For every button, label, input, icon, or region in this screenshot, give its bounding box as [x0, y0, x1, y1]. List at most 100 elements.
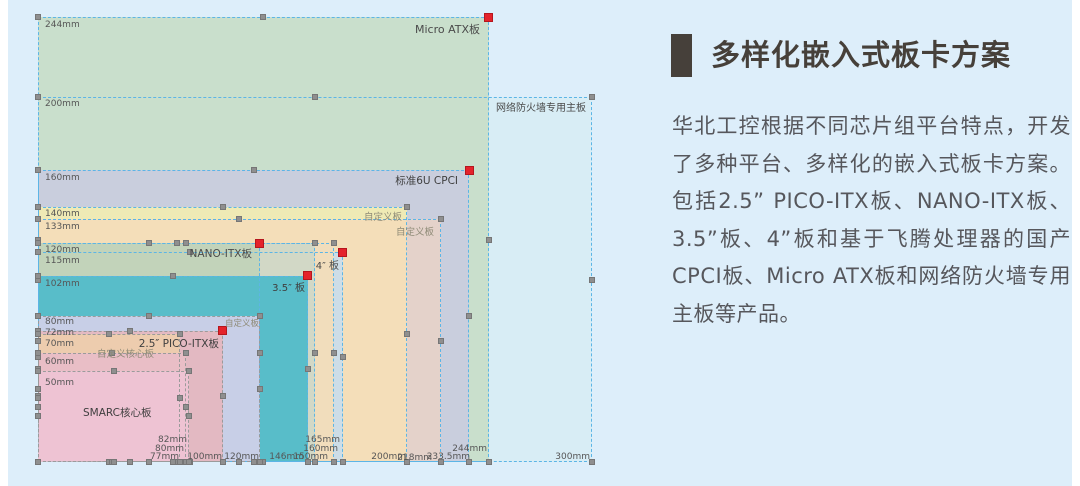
width-label: 77mm: [150, 452, 179, 462]
selection-handle: [35, 459, 41, 465]
selection-handle: [219, 393, 226, 400]
board-label-custom-board-218x133: 自定义板: [395, 227, 434, 238]
selection-handle: [589, 459, 596, 465]
selection-handle: [437, 459, 444, 465]
selection-handle: [250, 459, 257, 465]
selection-handle: [127, 459, 134, 465]
width-label: 160mm: [303, 444, 338, 454]
selection-handle: [145, 459, 152, 465]
selection-handle: [35, 216, 41, 223]
selection-handle: [35, 413, 41, 420]
selection-handle: [260, 14, 267, 21]
selection-handle: [312, 240, 319, 247]
height-label: 80mm: [45, 317, 74, 327]
selection-handle: [35, 404, 41, 411]
corner-handle-red: [338, 247, 348, 257]
selection-handle: [404, 459, 411, 465]
width-label: 244mm: [452, 444, 487, 454]
selection-handle: [35, 367, 41, 374]
width-label: 300mm: [555, 452, 590, 462]
selection-handle: [312, 459, 319, 465]
selection-handle: [236, 459, 243, 465]
selection-handle: [404, 203, 411, 210]
selection-handle: [466, 313, 473, 320]
width-label: 233.5mm: [426, 452, 470, 462]
selection-handle: [35, 167, 41, 174]
selection-handle: [177, 459, 184, 465]
selection-handle: [330, 349, 337, 356]
board-size-diagram: 网络防火墙专用主板 Micro ATX板 标准6U CPCI 自定义板 自定义板 4″ 板…: [35, 12, 596, 465]
selection-handle: [485, 459, 492, 465]
height-label: 60mm: [45, 357, 74, 367]
title-marker-bar: [671, 34, 692, 77]
selection-handle: [169, 459, 176, 465]
width-label: 82mm: [158, 435, 187, 445]
section-title: 多样化嵌入式板卡方案: [711, 38, 1012, 72]
selection-handle: [312, 349, 319, 356]
selection-handle: [404, 331, 411, 338]
height-label: 72mm: [45, 328, 74, 338]
selection-handle: [186, 459, 193, 465]
selection-handle: [304, 365, 311, 372]
selection-handle: [589, 276, 596, 283]
width-label: 120mm: [224, 452, 259, 462]
height-label: 244mm: [45, 20, 80, 30]
height-label: 200mm: [45, 99, 80, 109]
board-label-cpci-6u-board: 标准6U CPCI: [395, 175, 458, 187]
height-label: 133mm: [45, 222, 80, 232]
selection-handle: [219, 459, 226, 465]
selection-handle: [485, 236, 492, 243]
selection-handle: [35, 272, 41, 279]
selection-handle: [182, 404, 189, 411]
description-paragraph: 华北工控根据不同芯片组平台特点，开发了多种平台、多样化的嵌入式板卡方案。包括2.…: [672, 114, 1071, 326]
selection-handle: [437, 337, 444, 344]
width-label: 165mm: [305, 435, 340, 445]
height-label: 120mm: [45, 245, 80, 255]
height-label: 140mm: [45, 209, 80, 219]
selection-handle: [35, 395, 41, 402]
height-label: 70mm: [45, 339, 74, 349]
board-label-custom-board-120x80: 自定义板: [224, 319, 259, 329]
selection-handle: [339, 354, 346, 361]
height-label: 115mm: [45, 256, 80, 266]
selection-handle: [186, 367, 193, 374]
selection-handle: [35, 203, 41, 210]
selection-handle: [35, 94, 41, 101]
width-label: 218mm: [397, 453, 432, 463]
height-label: 160mm: [45, 173, 80, 183]
selection-handle: [256, 459, 263, 465]
selection-handle: [256, 349, 263, 356]
selection-handle: [35, 14, 41, 21]
selection-handle: [110, 367, 117, 374]
board-label-smarc-core-board: SMARC核心板: [83, 407, 152, 419]
board-label-board-3-5inch: 3.5″ 板: [272, 283, 305, 294]
height-label: 50mm: [45, 378, 74, 388]
selection-handle: [330, 459, 337, 465]
board-label-micro-atx-board: Micro ATX板: [414, 23, 480, 36]
width-label: 146mm: [269, 452, 304, 462]
title-row: 多样化嵌入式板卡方案: [671, 34, 1071, 77]
selection-handle: [589, 94, 596, 101]
corner-handle-red: [255, 238, 265, 248]
width-label: 200mm: [371, 452, 406, 462]
width-label: 150mm: [293, 452, 328, 462]
board-label-custom-core-board: 自定义核心板: [97, 349, 155, 360]
board-smarc-core-board: [38, 370, 190, 462]
corner-handle-red: [464, 165, 474, 175]
board-label-custom-board-200x140: 自定义板: [363, 212, 402, 223]
selection-handle: [186, 413, 193, 420]
selection-handle: [177, 395, 184, 402]
selection-handle: [437, 216, 444, 223]
board-label-pico-itx-board: 2.5″ PICO-ITX板: [138, 338, 219, 350]
board-label-board-4inch: 4″ 板: [315, 261, 339, 272]
selection-handle: [312, 94, 319, 101]
corner-handle-red: [484, 12, 494, 22]
selection-handle: [110, 459, 117, 465]
height-label: 102mm: [45, 279, 80, 289]
width-label: 80mm: [155, 444, 184, 454]
selection-handle: [35, 386, 41, 393]
selection-handle: [256, 386, 263, 393]
selection-handle: [330, 240, 337, 247]
info-panel: 多样化嵌入式板卡方案 华北工控根据不同芯片组平台特点，开发了多种平台、多样化的嵌…: [671, 34, 1071, 333]
